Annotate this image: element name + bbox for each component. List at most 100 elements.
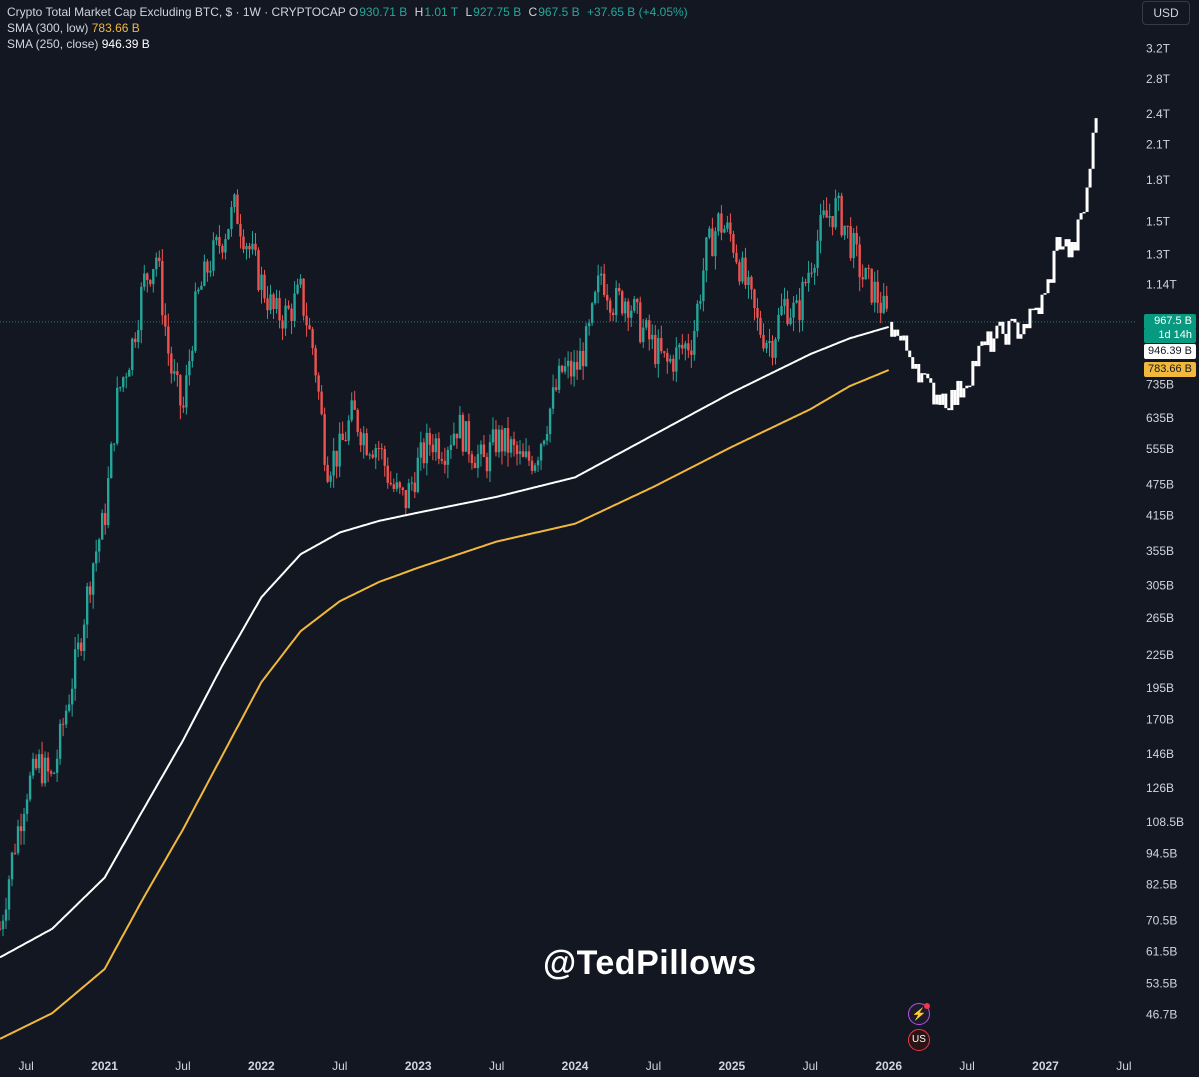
candle-body [605,294,609,301]
projection-candle-body [1055,237,1059,251]
y-tick-label: 355B [1146,544,1174,558]
flash-icon[interactable]: ⚡ [908,1003,930,1025]
candle [341,421,344,441]
candle [678,343,681,360]
candle [798,288,801,333]
candle-body [449,444,453,450]
candle-body [819,215,822,241]
candle-body [314,348,317,376]
candle [801,276,804,332]
candle [236,189,239,225]
candle [633,296,636,313]
candle [503,428,507,456]
x-axis[interactable]: Jul 2021 Jul 2022 Jul 2023 Jul 2024 Jul 2025 Jul 20… [18,1059,1131,1073]
candle-body [774,339,777,358]
candle [720,205,723,241]
candle-body [329,475,332,482]
projection-candle [1025,323,1029,329]
candle-body [43,757,47,784]
candle-body [224,239,227,253]
candle-body [524,451,528,457]
y-tick-label: 108.5B [1146,815,1184,829]
candle [879,291,882,324]
candle-body [527,451,531,461]
projection-candle [1046,279,1050,294]
candle [825,197,828,218]
candle [209,260,212,277]
candle-body [840,195,843,236]
candle [852,228,855,269]
candle [681,334,684,355]
candle-body [100,512,104,540]
projection-candle-body [1004,333,1008,345]
projection-candle-body [914,364,918,369]
candle-body [560,365,564,372]
projection-candle [1058,237,1062,250]
candle [657,329,660,378]
projection-candle-body [956,380,960,405]
candle [431,434,435,461]
candle-body [88,586,92,595]
candle-body [636,298,639,303]
candle-body [248,246,251,250]
candle-body [750,276,753,290]
candle-body [822,210,825,216]
symbol-title[interactable]: Crypto Total Market Cap Excluding BTC, $… [7,5,346,19]
candle-body [611,312,615,316]
candle-body [149,280,152,285]
candle-body [458,414,462,439]
candle [91,562,95,609]
candle-body [455,433,459,439]
candle-body [479,444,483,455]
candle-body [530,460,534,471]
candle [428,427,432,456]
us-flag-icon[interactable]: US [908,1029,930,1051]
candle-body [368,454,371,456]
legend-sma250-row[interactable]: SMA (250, close) 946.39 B [7,36,692,52]
sma-layer [0,325,890,1040]
legend-sma300-row[interactable]: SMA (300, low) 783.66 B [7,20,692,36]
candle [152,268,155,293]
projection-candle [947,408,951,411]
candle-body [473,463,477,469]
candle-body [735,252,738,263]
candle-body [681,344,684,349]
candle [440,451,444,465]
candle-body [798,300,801,321]
candle [771,335,774,366]
y-axis[interactable]: 3.2T 2.8T 2.4T 2.1T 1.8T 1.5T 1.3T 1.14T 735B 635… [1146,41,1184,1021]
candle-body [341,433,344,441]
high-label: H [414,5,424,19]
x-tick-label: Jul [646,1059,661,1073]
y-tick-label: 415B [1146,508,1174,522]
candle [185,364,188,415]
candle [624,297,627,322]
candle [608,297,612,322]
candle [708,226,711,240]
candle-body [861,277,864,280]
candle [702,258,705,312]
candle [500,425,504,465]
candle [266,286,269,319]
y-tick-label: 2.8T [1146,72,1171,86]
projection-candle [1037,307,1041,315]
candle [446,446,450,479]
open-value: 930.71 B [359,5,408,19]
candle-body [52,772,56,774]
projection-candle [908,350,912,358]
y-tick-label: 1.14T [1146,277,1177,291]
candle-body [581,350,585,367]
y-tick-label: 61.5B [1146,945,1177,959]
candle-body [278,298,281,321]
candle [398,480,401,494]
currency-button[interactable]: USD [1142,1,1190,25]
candle-body [732,234,735,253]
projection-candle-body [965,385,969,389]
candle-body [416,457,420,493]
y-tick-label: 1.8T [1146,173,1171,187]
candle-body [446,449,450,465]
candle-body [506,428,510,453]
candle-body [31,758,35,776]
